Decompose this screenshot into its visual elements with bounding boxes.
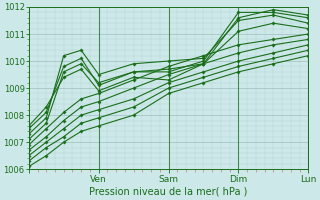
- X-axis label: Pression niveau de la mer( hPa ): Pression niveau de la mer( hPa ): [89, 187, 248, 197]
